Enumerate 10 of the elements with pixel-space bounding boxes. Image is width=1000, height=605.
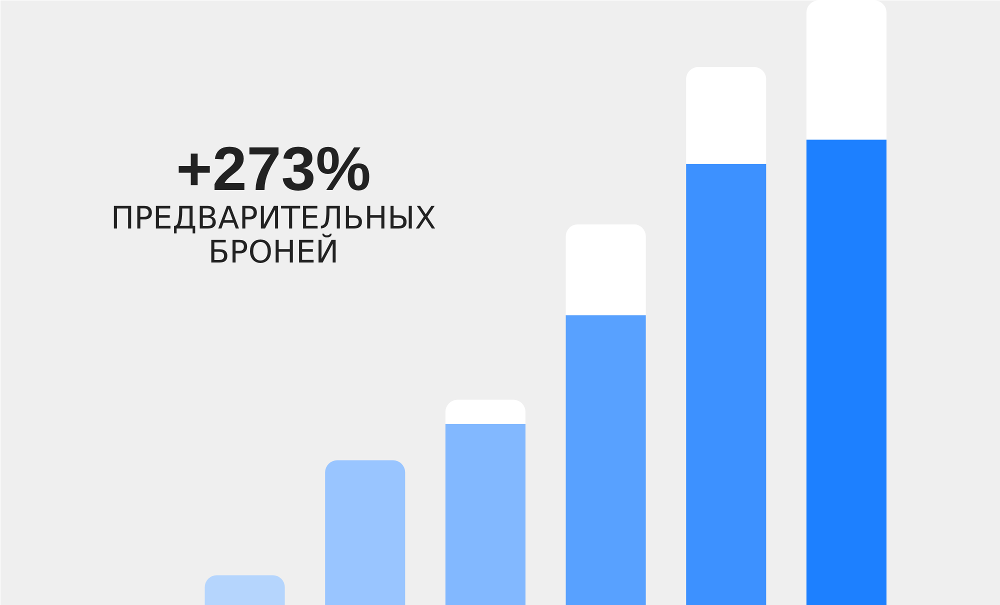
bar	[204, 575, 285, 605]
bar	[566, 315, 646, 605]
bar	[445, 424, 526, 605]
bar	[806, 0, 886, 140]
bar	[325, 460, 406, 605]
bar	[806, 140, 886, 605]
bar	[686, 164, 766, 605]
bar	[445, 400, 526, 424]
bar	[566, 224, 646, 316]
bar	[686, 67, 766, 164]
